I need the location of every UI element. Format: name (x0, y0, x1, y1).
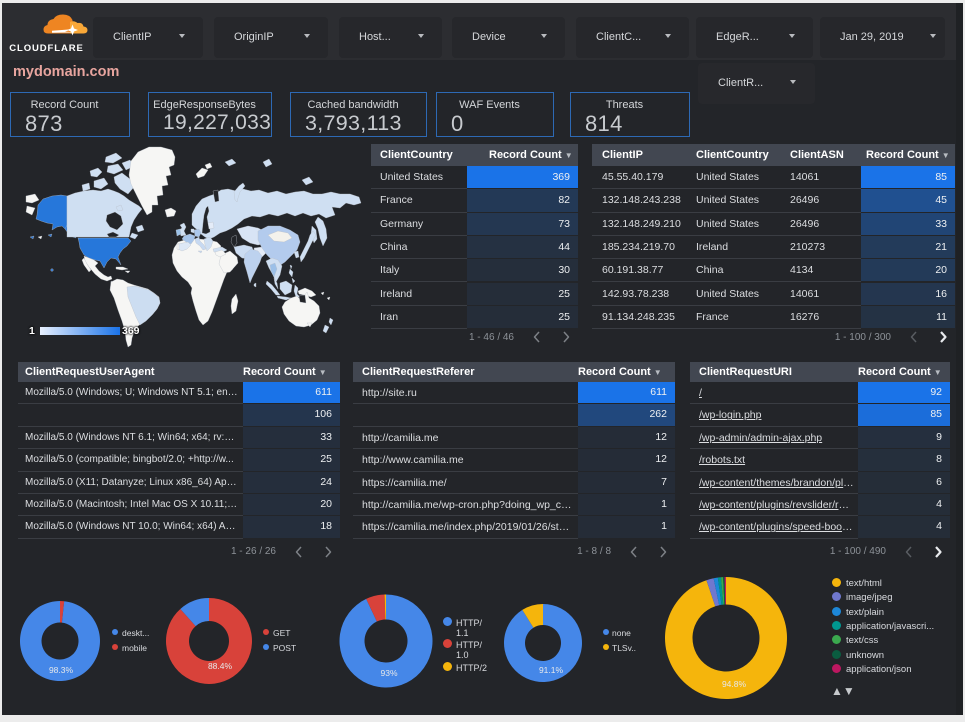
svg-text:CLOUDFLARE: CLOUDFLARE (9, 43, 83, 54)
